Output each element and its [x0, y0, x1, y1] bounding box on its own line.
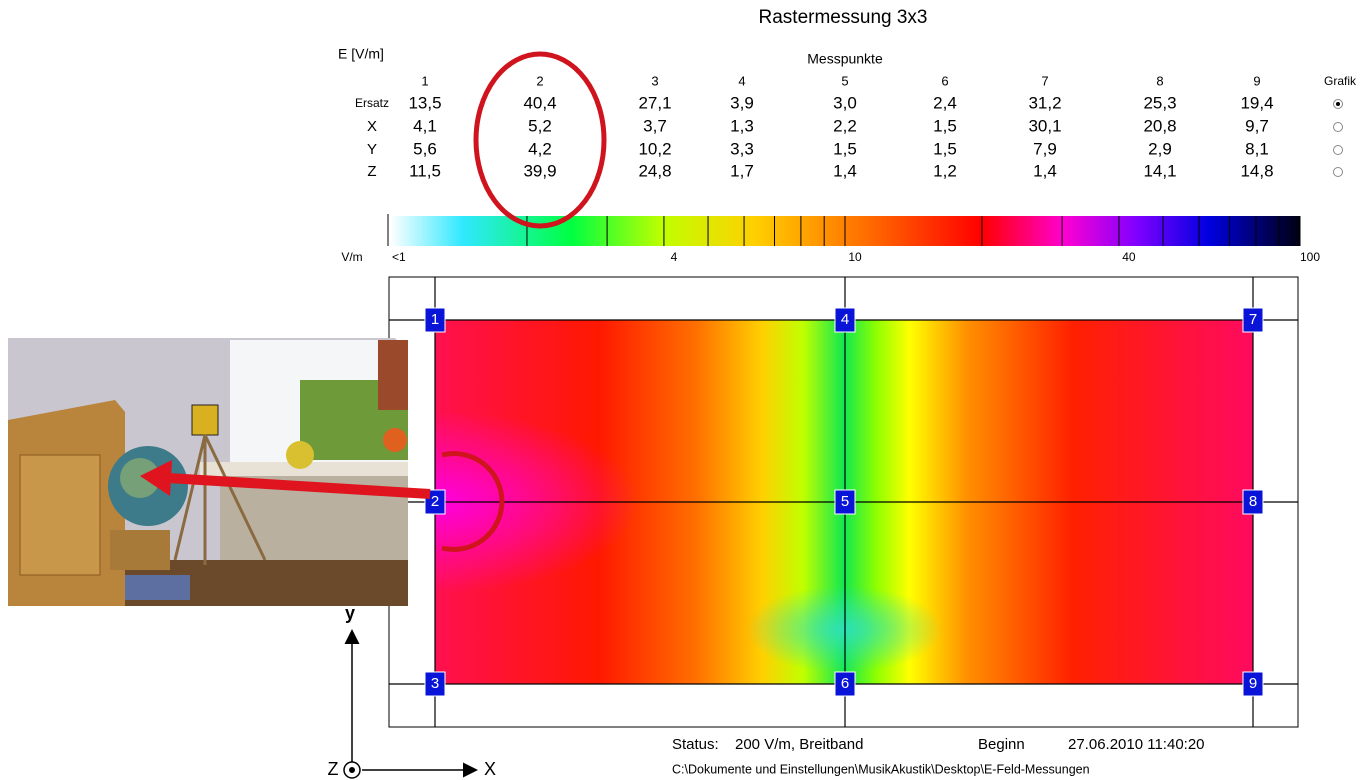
- column-header: 9: [1253, 73, 1260, 88]
- row-label: X: [367, 118, 377, 135]
- cell-value: 19,4: [1240, 93, 1273, 112]
- scale-label: 10: [848, 250, 862, 264]
- radio-button[interactable]: [1334, 168, 1343, 177]
- radio-button[interactable]: [1334, 146, 1343, 155]
- cell-value: 3,7: [643, 116, 667, 135]
- unit-label: E [V/m]: [338, 46, 384, 62]
- cell-value: 1,4: [833, 161, 857, 180]
- cell-value: 27,1: [638, 93, 671, 112]
- cell-value: 2,4: [933, 93, 957, 112]
- cell-value: 20,8: [1143, 116, 1176, 135]
- cell-value: 30,1: [1028, 116, 1061, 135]
- column-header: 5: [841, 73, 848, 88]
- column-header: 7: [1041, 73, 1048, 88]
- cell-value: 7,9: [1033, 139, 1057, 158]
- status-label: Status:: [672, 736, 719, 753]
- begin-label: Beginn: [978, 736, 1025, 753]
- point-label: 1: [431, 311, 439, 328]
- cell-value: 2,2: [833, 116, 857, 135]
- scale-label: <1: [392, 250, 406, 264]
- scale-label: 4: [671, 250, 678, 264]
- cell-value: 13,5: [408, 93, 441, 112]
- point-label: 4: [841, 311, 849, 328]
- cell-value: 1,7: [730, 161, 754, 180]
- begin-value: 27.06.2010 11:40:20: [1068, 736, 1205, 753]
- cell-value: 4,2: [528, 139, 552, 158]
- column-header: 1: [421, 73, 428, 88]
- column-header: 2: [536, 73, 543, 88]
- cell-value: 8,1: [1245, 139, 1269, 158]
- y-label: y: [345, 603, 355, 623]
- cell-value: 40,4: [523, 93, 556, 112]
- column-header: 8: [1156, 73, 1163, 88]
- screen: Rastermessung 3x3 E [V/m] Messpunkte Gra…: [0, 0, 1372, 780]
- row-label: Z: [367, 163, 376, 180]
- cell-value: 3,3: [730, 139, 754, 158]
- cell-value: 24,8: [638, 161, 671, 180]
- cell-value: 5,6: [413, 139, 437, 158]
- point-label: 3: [431, 675, 439, 692]
- title: Rastermessung 3x3: [759, 7, 928, 28]
- cell-value: 2,9: [1148, 139, 1172, 158]
- cell-value: 39,9: [523, 161, 556, 180]
- cell-value: 1,3: [730, 116, 754, 135]
- z-dot: [349, 767, 355, 773]
- scale-label: 100: [1300, 250, 1320, 264]
- cell-value: 1,5: [933, 116, 957, 135]
- point-label: 5: [841, 493, 849, 510]
- cell-value: 1,2: [933, 161, 957, 180]
- column-header: 3: [651, 73, 658, 88]
- grafik-header: Grafik: [1324, 74, 1357, 88]
- cell-value: 9,7: [1245, 116, 1269, 135]
- radio-button[interactable]: [1334, 123, 1343, 132]
- values-table: 1 2 3 4 5 6 7 8 9 Ersatz 13,5 40,4 27,1 3,9 3,0 2,4 31,2…: [355, 73, 1343, 180]
- cell-value: 25,3: [1143, 93, 1176, 112]
- cell-value: 1,4: [1033, 161, 1057, 180]
- point-label: 2: [431, 493, 439, 510]
- cell-value: 14,8: [1240, 161, 1273, 180]
- x-label: X: [484, 759, 496, 779]
- cell-value: 11,5: [409, 161, 441, 180]
- radio-dot[interactable]: [1336, 102, 1340, 106]
- cell-value: 1,5: [933, 139, 957, 158]
- cell-value: 10,2: [638, 139, 671, 158]
- column-header: 4: [738, 73, 745, 88]
- cell-value: 3,9: [730, 93, 754, 112]
- z-label: Z: [328, 759, 339, 779]
- cell-value: 14,1: [1143, 161, 1176, 180]
- cell-value: 31,2: [1028, 93, 1061, 112]
- cell-value: 1,5: [833, 139, 857, 158]
- scale-unit: V/m: [341, 250, 362, 264]
- row-label: Y: [367, 141, 377, 158]
- point-label: 9: [1249, 675, 1257, 692]
- point-label: 6: [841, 675, 849, 692]
- column-header: 6: [941, 73, 948, 88]
- cell-value: 5,2: [528, 116, 552, 135]
- photo: [8, 338, 408, 606]
- row-label: Ersatz: [355, 96, 389, 110]
- scale-label: 40: [1122, 250, 1136, 264]
- file-path: C:\Dokumente und Einstellungen\MusikAkus…: [672, 762, 1090, 776]
- point-label: 7: [1249, 311, 1257, 328]
- cell-value: 4,1: [413, 116, 437, 135]
- group-header: Messpunkte: [807, 51, 883, 67]
- cell-value: 3,0: [833, 93, 857, 112]
- status-value: 200 V/m, Breitband: [735, 736, 863, 753]
- point-label: 8: [1249, 493, 1257, 510]
